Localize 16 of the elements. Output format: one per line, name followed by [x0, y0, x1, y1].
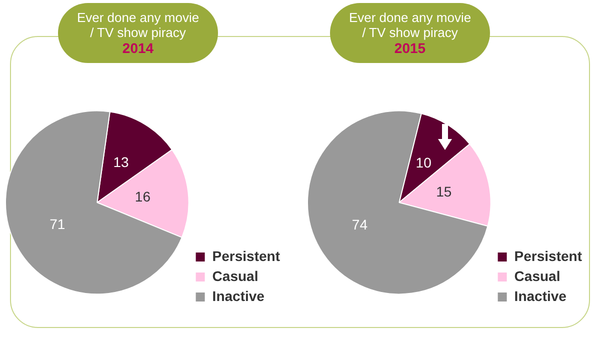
legend-label: Casual	[212, 268, 258, 284]
legend-label: Persistent	[212, 248, 280, 264]
chart-title: Ever done any movie / TV show piracy	[76, 10, 200, 40]
legend-label: Persistent	[514, 248, 582, 264]
data-label: 13	[113, 154, 130, 170]
data-label: 71	[50, 216, 66, 232]
legend-label: Casual	[514, 268, 560, 284]
data-label: 15	[436, 184, 452, 200]
legend-label: Inactive	[212, 288, 265, 304]
legend-label: Inactive	[514, 288, 567, 304]
chart-subtitle: 2015	[393, 40, 427, 56]
data-label: 16	[134, 188, 151, 204]
chart-subtitle: 2014	[121, 40, 155, 56]
chart-title: Ever done any movie / TV show piracy	[348, 10, 472, 40]
data-label: 74	[352, 216, 368, 233]
data-label: 10	[416, 154, 432, 171]
